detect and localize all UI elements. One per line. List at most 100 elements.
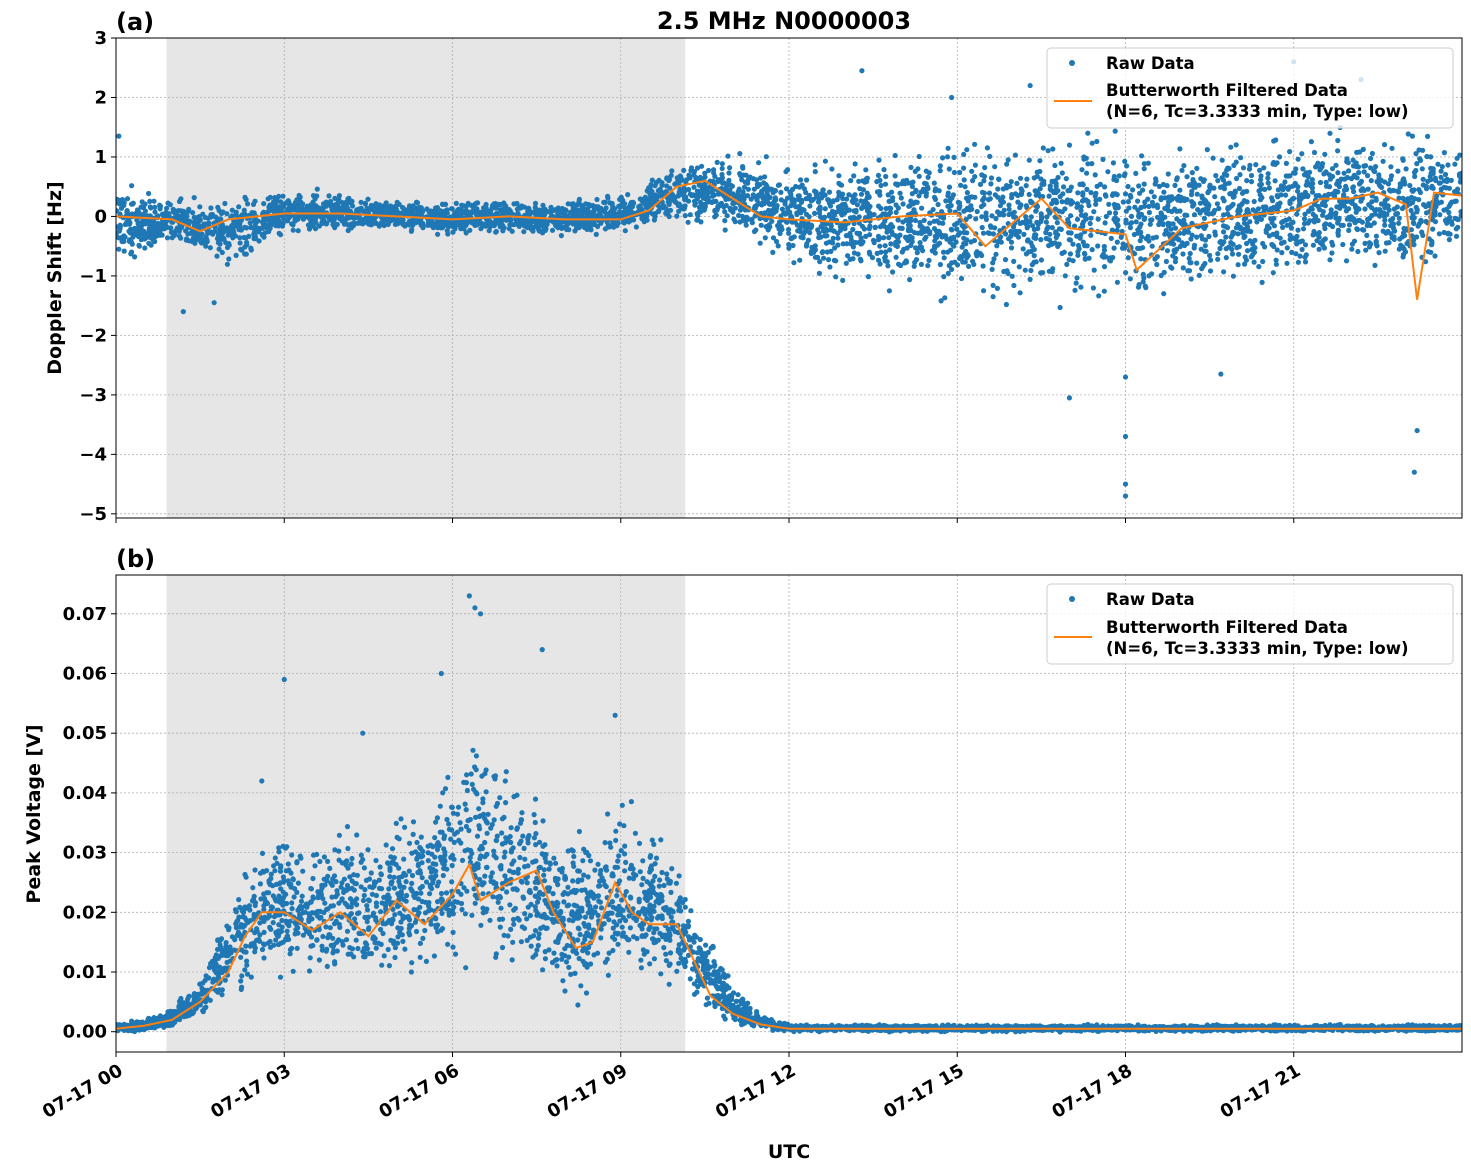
- raw-data-point: [1447, 214, 1453, 220]
- raw-data-point: [1241, 189, 1247, 195]
- raw-data-point: [1420, 176, 1426, 182]
- raw-data-point: [1445, 231, 1451, 237]
- raw-data-outlier: [1122, 493, 1129, 499]
- raw-data-point: [625, 192, 631, 198]
- raw-data-point: [946, 184, 953, 190]
- raw-data-point: [1327, 257, 1333, 263]
- raw-data-point: [1238, 155, 1244, 161]
- raw-data-point: [687, 191, 694, 197]
- raw-data-point: [1110, 160, 1116, 166]
- raw-data-point: [1191, 202, 1197, 208]
- raw-data-point: [1125, 199, 1131, 205]
- raw-data-point: [994, 243, 1000, 249]
- raw-data-point: [1146, 203, 1152, 209]
- raw-data-point: [1282, 179, 1288, 185]
- raw-data-point: [702, 174, 708, 180]
- raw-data-point: [741, 218, 747, 224]
- raw-data-point: [1349, 246, 1355, 252]
- raw-data-point: [1233, 175, 1240, 182]
- raw-data-point: [1280, 224, 1286, 230]
- raw-data-point: [509, 228, 515, 234]
- raw-data-point: [1188, 276, 1194, 282]
- raw-data-point: [1070, 258, 1076, 264]
- raw-data-point: [1089, 161, 1095, 167]
- raw-data-point: [964, 147, 970, 153]
- raw-data-point: [1004, 183, 1010, 189]
- raw-data-point: [1263, 204, 1269, 210]
- raw-data-point: [862, 215, 869, 221]
- raw-data-point: [918, 223, 925, 230]
- raw-data-point: [1044, 226, 1050, 232]
- raw-data-point: [248, 247, 254, 253]
- raw-data-point: [147, 198, 153, 204]
- raw-data-point: [186, 206, 192, 212]
- raw-data-point: [145, 219, 151, 225]
- raw-data-point: [957, 169, 963, 176]
- raw-data-point: [380, 218, 386, 224]
- raw-data-point: [998, 239, 1004, 245]
- raw-data-point: [192, 235, 198, 241]
- raw-data-point: [1338, 203, 1344, 209]
- raw-data-point: [892, 173, 898, 179]
- raw-data-point: [1452, 189, 1458, 195]
- raw-data-point: [671, 198, 677, 204]
- raw-data-point: [1346, 222, 1353, 228]
- raw-data-point: [1231, 194, 1237, 200]
- raw-data-point: [1102, 184, 1108, 190]
- raw-data-point: [719, 165, 725, 172]
- raw-data-point: [792, 219, 798, 225]
- raw-data-point: [989, 266, 995, 272]
- raw-data-point: [918, 244, 925, 250]
- raw-data-point: [365, 208, 372, 214]
- raw-data-point: [1414, 234, 1420, 240]
- raw-data-point: [986, 190, 993, 196]
- raw-data-point: [1165, 223, 1172, 229]
- raw-data-point: [1043, 235, 1049, 242]
- raw-data-point: [450, 810, 456, 816]
- raw-data-point: [221, 236, 227, 242]
- raw-data-point: [972, 141, 978, 147]
- raw-data-point: [1170, 221, 1176, 227]
- raw-data-point: [1441, 207, 1447, 213]
- raw-data-point: [709, 199, 715, 205]
- raw-data-point: [1026, 249, 1032, 255]
- raw-data-point: [754, 181, 761, 187]
- raw-data-point: [622, 228, 628, 234]
- raw-data-point: [945, 190, 951, 196]
- raw-data-point: [1413, 167, 1419, 174]
- raw-data-point: [721, 180, 727, 186]
- raw-data-point: [859, 240, 865, 246]
- raw-data-point: [828, 223, 834, 229]
- raw-data-point: [713, 198, 719, 204]
- raw-data-point: [864, 208, 871, 214]
- raw-data-point: [1075, 190, 1081, 196]
- raw-data-point: [1236, 185, 1243, 192]
- raw-data-point: [830, 235, 836, 241]
- raw-data-point: [128, 226, 134, 232]
- raw-data-point: [871, 212, 877, 218]
- raw-data-point: [1017, 220, 1023, 226]
- raw-data-point: [1230, 241, 1236, 247]
- raw-data-point: [1410, 211, 1416, 218]
- raw-data-point: [1096, 293, 1102, 299]
- raw-data-point: [927, 229, 933, 235]
- raw-data-point: [263, 224, 269, 230]
- raw-data-point: [797, 226, 803, 232]
- raw-data-point: [451, 839, 457, 846]
- raw-data-point: [290, 222, 296, 228]
- raw-data-point: [549, 227, 556, 233]
- raw-data-point: [770, 249, 776, 255]
- raw-data-point: [1260, 240, 1266, 247]
- raw-data-point: [146, 225, 152, 231]
- raw-data-point: [237, 235, 243, 241]
- raw-data-point: [860, 199, 867, 205]
- raw-data-point: [926, 170, 932, 176]
- raw-data-point: [1263, 229, 1269, 235]
- raw-data-point: [217, 241, 223, 247]
- raw-data-point: [526, 208, 532, 214]
- raw-data-point: [905, 180, 911, 186]
- raw-data-point: [1430, 226, 1436, 232]
- raw-data-point: [1265, 225, 1271, 231]
- raw-data-point: [741, 184, 748, 190]
- raw-data-point: [1236, 251, 1242, 257]
